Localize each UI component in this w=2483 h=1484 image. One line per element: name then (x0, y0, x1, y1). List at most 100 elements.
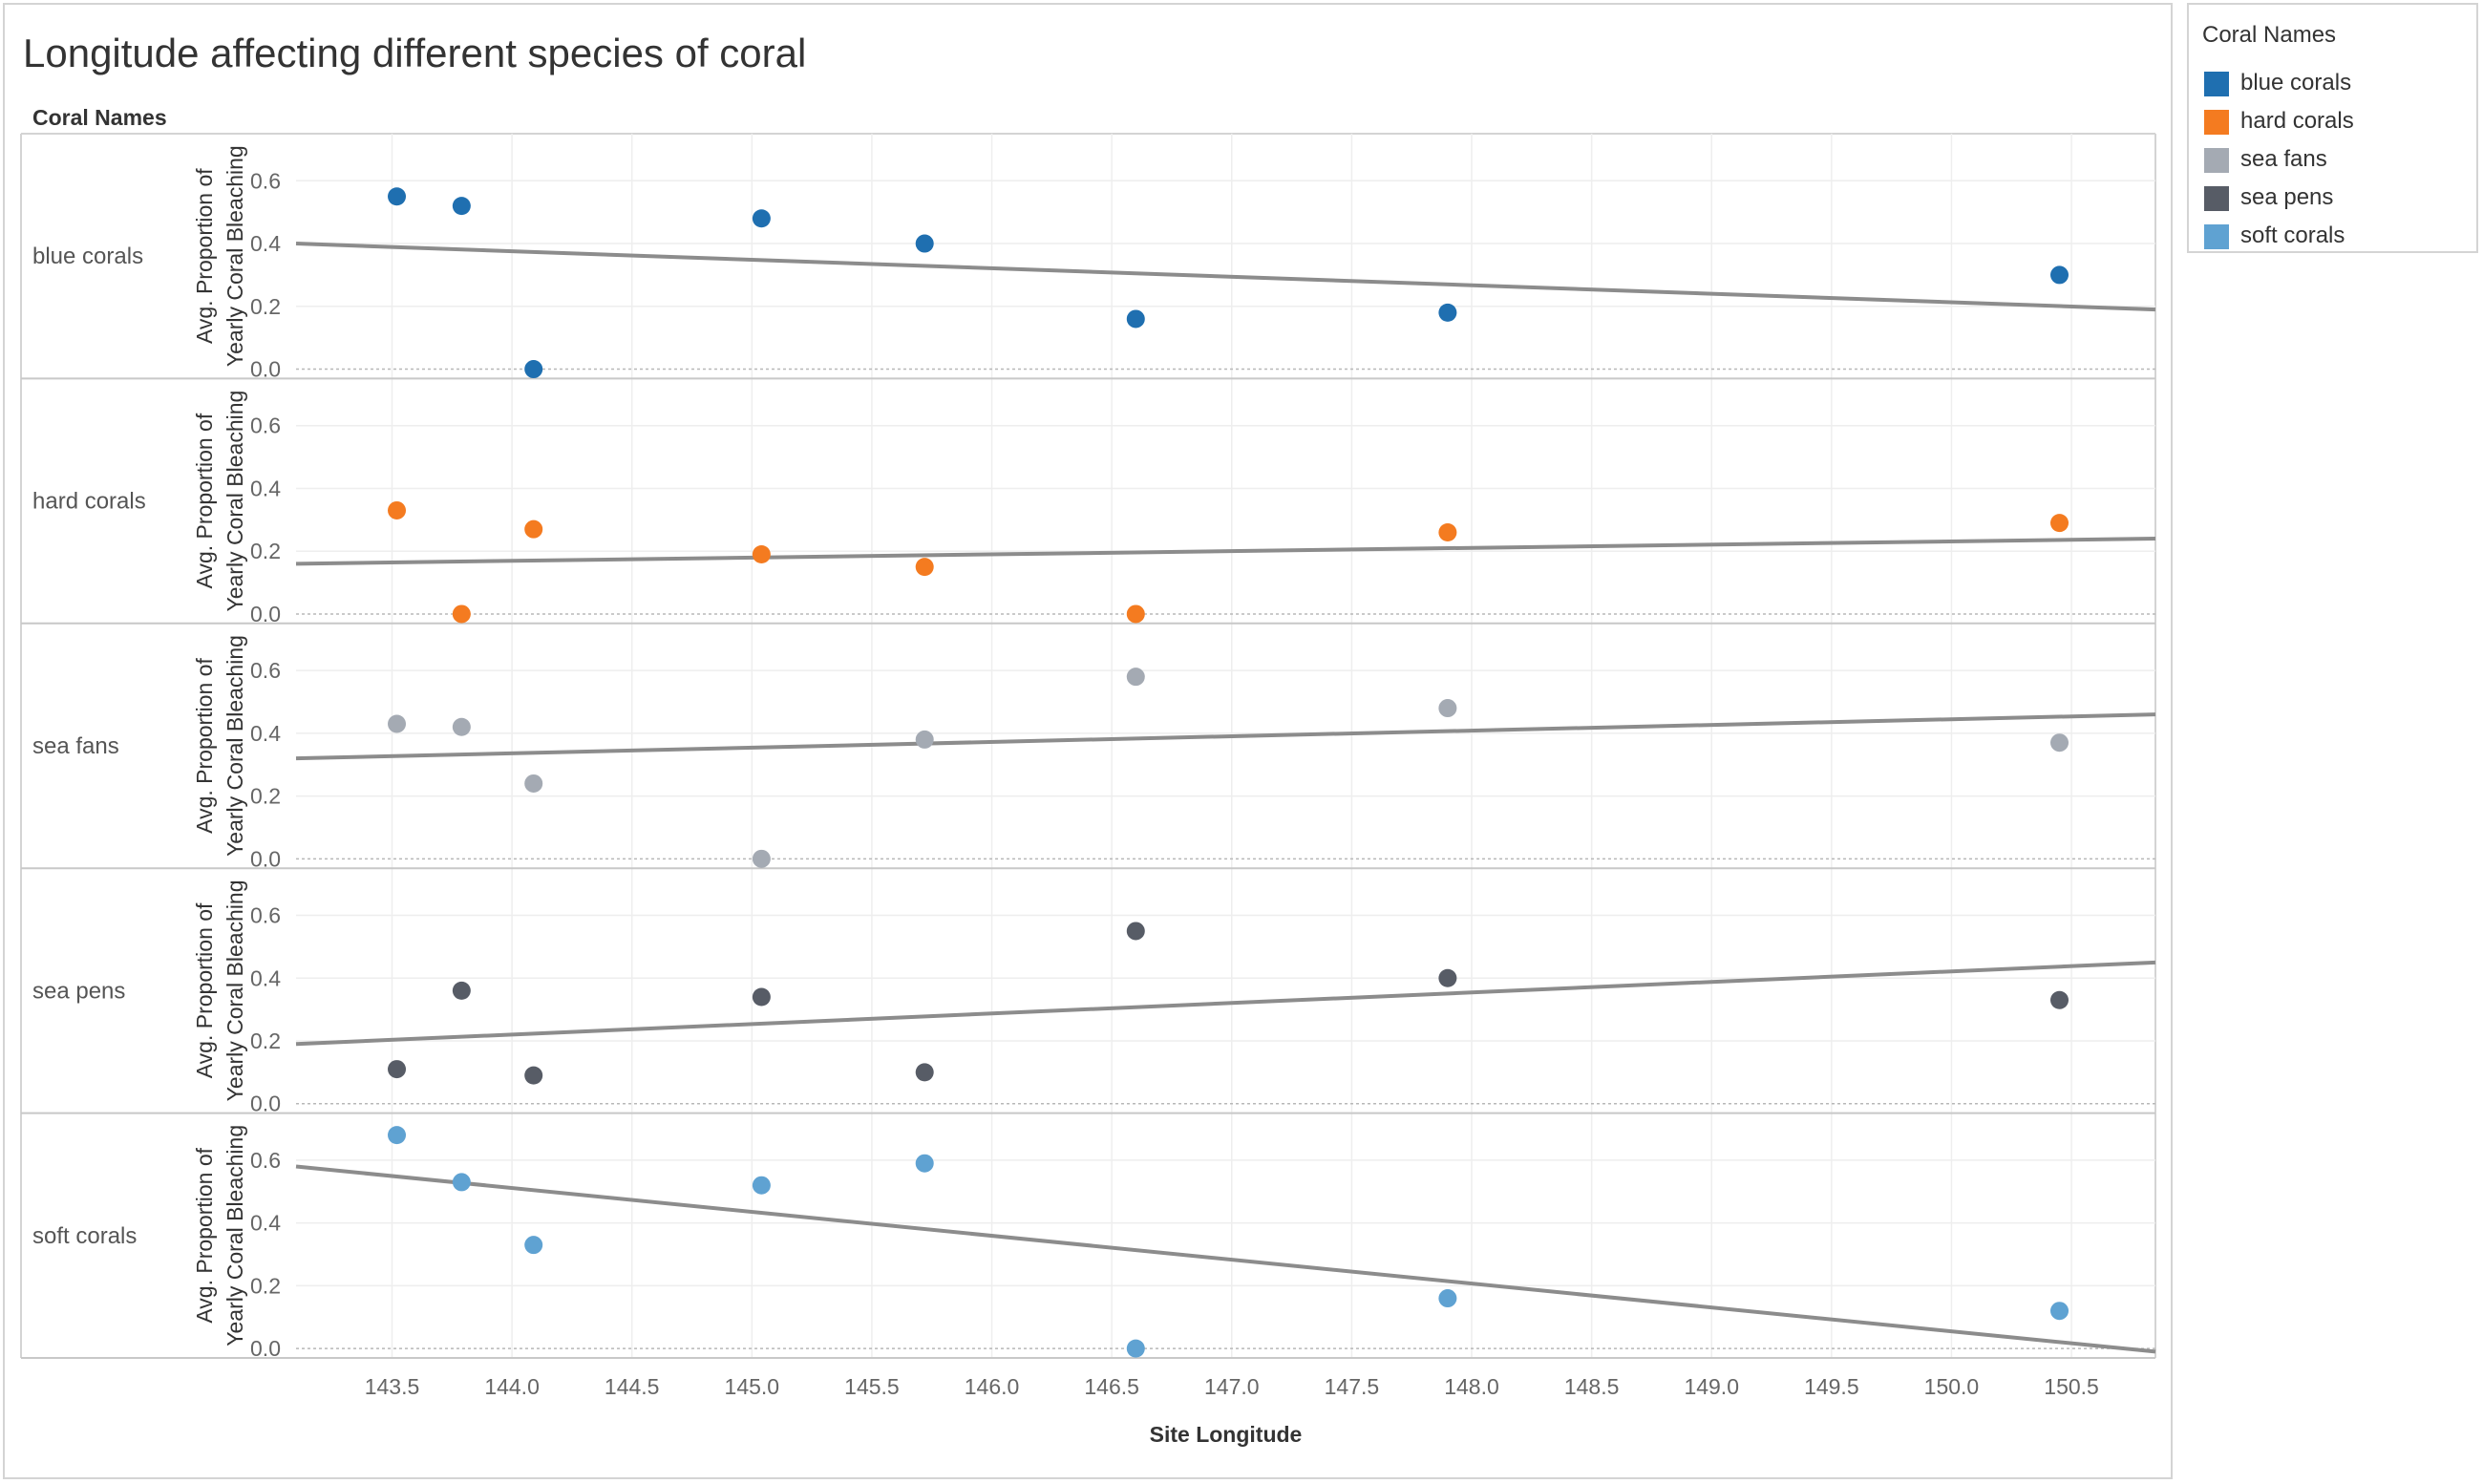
y-axis-title-row-2-line-0: Avg. Proportion of (192, 658, 217, 834)
legend-item-hard-corals[interactable]: hard corals (2198, 104, 2475, 138)
data-point-hard-corals-7 (2050, 514, 2069, 533)
data-point-soft-corals-1 (452, 1173, 471, 1192)
scatter-chart: Longitude affecting different species of… (20, 31, 2156, 1447)
data-point-soft-corals-5 (1126, 1339, 1145, 1358)
data-point-sea-fans-0 (388, 714, 407, 733)
row-label-soft-corals: soft corals (32, 1223, 137, 1249)
legend-item-blue-corals[interactable]: blue corals (2198, 66, 2475, 100)
x-tick-label-2: 144.5 (605, 1374, 660, 1399)
y-tick-label-row-0-3: 0.6 (250, 168, 281, 193)
legend-swatch (2204, 224, 2229, 249)
x-tick-label-5: 146.0 (965, 1374, 1020, 1399)
data-point-hard-corals-5 (1126, 604, 1145, 624)
x-tick-label-6: 146.5 (1084, 1374, 1139, 1399)
legend-item-sea-pens[interactable]: sea pens (2198, 180, 2475, 215)
row-label-sea-pens: sea pens (32, 978, 125, 1004)
data-point-soft-corals-6 (1438, 1289, 1457, 1308)
data-point-sea-pens-5 (1126, 922, 1145, 941)
data-point-blue-corals-4 (915, 234, 934, 253)
data-point-soft-corals-2 (524, 1236, 543, 1255)
trend-line-hard-corals (295, 537, 2156, 566)
legend-label: sea fans (2240, 146, 2327, 172)
data-point-sea-fans-2 (524, 774, 543, 793)
legend-header (2189, 5, 2476, 62)
trend-line-sea-fans (295, 712, 2156, 761)
y-tick-label-row-4-0: 0.0 (250, 1336, 281, 1361)
data-point-blue-corals-3 (752, 209, 771, 228)
x-tick-label-11: 149.0 (1684, 1374, 1739, 1399)
x-tick-label-9: 148.0 (1444, 1374, 1499, 1399)
data-point-sea-pens-6 (1438, 968, 1457, 987)
y-tick-label-row-0-2: 0.4 (250, 231, 281, 256)
x-tick-label-8: 147.5 (1325, 1374, 1380, 1399)
y-axis-title-row-1-line-0: Avg. Proportion of (192, 413, 217, 588)
y-axis-title-row-4-line-1: Yearly Coral Bleaching (223, 1125, 247, 1346)
row-label-sea-fans: sea fans (32, 733, 119, 759)
data-point-sea-pens-0 (388, 1060, 407, 1079)
data-point-sea-fans-6 (1438, 699, 1457, 718)
y-axis-title-row-4-line-0: Avg. Proportion of (192, 1147, 217, 1323)
data-point-soft-corals-0 (388, 1126, 407, 1145)
x-tick-label-3: 145.0 (725, 1374, 780, 1399)
data-point-hard-corals-6 (1438, 522, 1457, 541)
data-point-sea-fans-7 (2050, 733, 2069, 753)
y-tick-label-row-3-0: 0.0 (250, 1092, 281, 1116)
y-tick-label-row-3-3: 0.6 (250, 903, 281, 928)
y-axis-title-row-1-line-1: Yearly Coral Bleaching (223, 391, 247, 612)
data-point-hard-corals-0 (388, 500, 407, 519)
x-tick-label-0: 143.5 (365, 1374, 420, 1399)
legend-label: hard corals (2240, 108, 2354, 134)
data-point-sea-fans-1 (452, 717, 471, 736)
y-tick-label-row-4-1: 0.2 (250, 1273, 281, 1298)
y-tick-label-row-3-1: 0.2 (250, 1028, 281, 1053)
x-tick-label-12: 149.5 (1804, 1374, 1859, 1399)
data-point-hard-corals-4 (915, 558, 934, 577)
y-tick-label-row-1-1: 0.2 (250, 539, 281, 563)
data-point-hard-corals-1 (452, 604, 471, 624)
data-point-blue-corals-2 (524, 360, 543, 379)
data-point-blue-corals-5 (1126, 309, 1145, 329)
legend-item-sea-fans[interactable]: sea fans (2198, 142, 2475, 177)
row-header-label: Coral Names (32, 105, 167, 130)
data-point-blue-corals-1 (452, 197, 471, 216)
y-tick-label-row-0-0: 0.0 (250, 357, 281, 382)
y-tick-label-row-2-0: 0.0 (250, 846, 281, 871)
row-label-blue-corals: blue corals (32, 244, 143, 269)
y-tick-label-row-1-3: 0.6 (250, 413, 281, 438)
x-tick-label-14: 150.5 (2044, 1374, 2099, 1399)
trend-line-blue-corals (295, 242, 2156, 312)
row-label-hard-corals: hard corals (32, 489, 146, 515)
data-point-blue-corals-6 (1438, 303, 1457, 322)
y-axis-title-row-0-line-0: Avg. Proportion of (192, 168, 217, 344)
data-point-hard-corals-2 (524, 519, 543, 539)
legend-swatch (2204, 186, 2229, 211)
data-point-blue-corals-7 (2050, 265, 2069, 285)
data-point-soft-corals-3 (752, 1176, 771, 1195)
legend-swatch (2204, 72, 2229, 96)
data-point-soft-corals-7 (2050, 1302, 2069, 1321)
legend-title: Coral Names (2202, 22, 2337, 48)
x-tick-label-4: 145.5 (844, 1374, 900, 1399)
legend-item-soft-corals[interactable]: soft corals (2198, 219, 2475, 253)
y-tick-label-row-3-2: 0.4 (250, 965, 281, 990)
legend-label: sea pens (2240, 184, 2334, 210)
data-point-sea-pens-2 (524, 1066, 543, 1085)
x-tick-label-7: 147.0 (1204, 1374, 1260, 1399)
y-tick-label-row-4-2: 0.4 (250, 1211, 281, 1236)
y-tick-label-row-1-0: 0.0 (250, 602, 281, 626)
y-axis-title-row-2-line-1: Yearly Coral Bleaching (223, 635, 247, 857)
y-axis-title-row-3-line-1: Yearly Coral Bleaching (223, 880, 247, 1101)
data-point-blue-corals-0 (388, 187, 407, 206)
x-axis-title: Site Longitude (1150, 1422, 1303, 1447)
data-point-sea-fans-4 (915, 730, 934, 749)
data-point-sea-pens-3 (752, 987, 771, 1007)
y-axis-title-row-3-line-0: Avg. Proportion of (192, 902, 217, 1078)
y-tick-label-row-2-1: 0.2 (250, 784, 281, 809)
legend[interactable]: Coral Names blue corals hard corals sea fa… (2187, 3, 2478, 253)
legend-label: blue corals (2240, 70, 2352, 95)
y-tick-label-row-0-1: 0.2 (250, 294, 281, 319)
data-point-soft-corals-4 (915, 1154, 934, 1173)
x-tick-label-13: 150.0 (1924, 1374, 1980, 1399)
data-point-sea-fans-3 (752, 849, 771, 868)
x-tick-label-1: 144.0 (484, 1374, 540, 1399)
